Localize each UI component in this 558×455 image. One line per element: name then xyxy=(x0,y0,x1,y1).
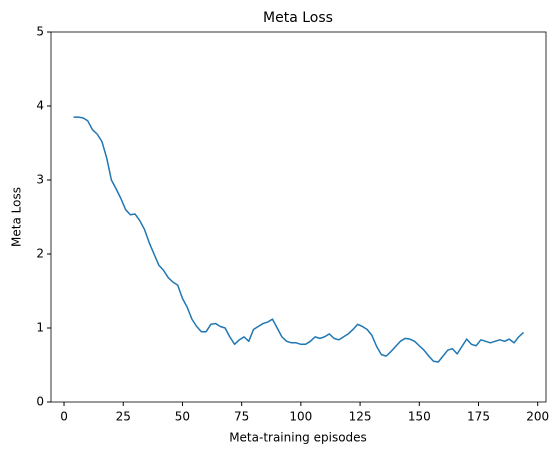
line-series xyxy=(73,116,525,363)
x-tick-label: 0 xyxy=(60,410,68,424)
y-tick-label: 2 xyxy=(36,247,44,261)
y-tick-label: 1 xyxy=(36,321,44,335)
x-tick-label: 50 xyxy=(175,410,190,424)
y-axis-label: Meta Loss xyxy=(10,187,24,247)
chart-title: Meta Loss xyxy=(263,10,333,26)
x-tick-label: 125 xyxy=(349,410,372,424)
x-tick-label: 175 xyxy=(467,410,490,424)
y-tick-label: 4 xyxy=(36,99,44,113)
y-tick-label: 0 xyxy=(36,395,44,409)
x-tick-label: 100 xyxy=(289,410,312,424)
plot-frame xyxy=(50,31,547,403)
x-tick-label: 75 xyxy=(234,410,249,424)
x-tick-label: 150 xyxy=(408,410,431,424)
x-axis-label: Meta-training episodes xyxy=(229,431,367,445)
y-tick-label: 3 xyxy=(36,173,44,187)
y-tick-label: 5 xyxy=(36,25,44,39)
x-tick-label: 25 xyxy=(116,410,131,424)
x-tick-label: 200 xyxy=(526,410,549,424)
